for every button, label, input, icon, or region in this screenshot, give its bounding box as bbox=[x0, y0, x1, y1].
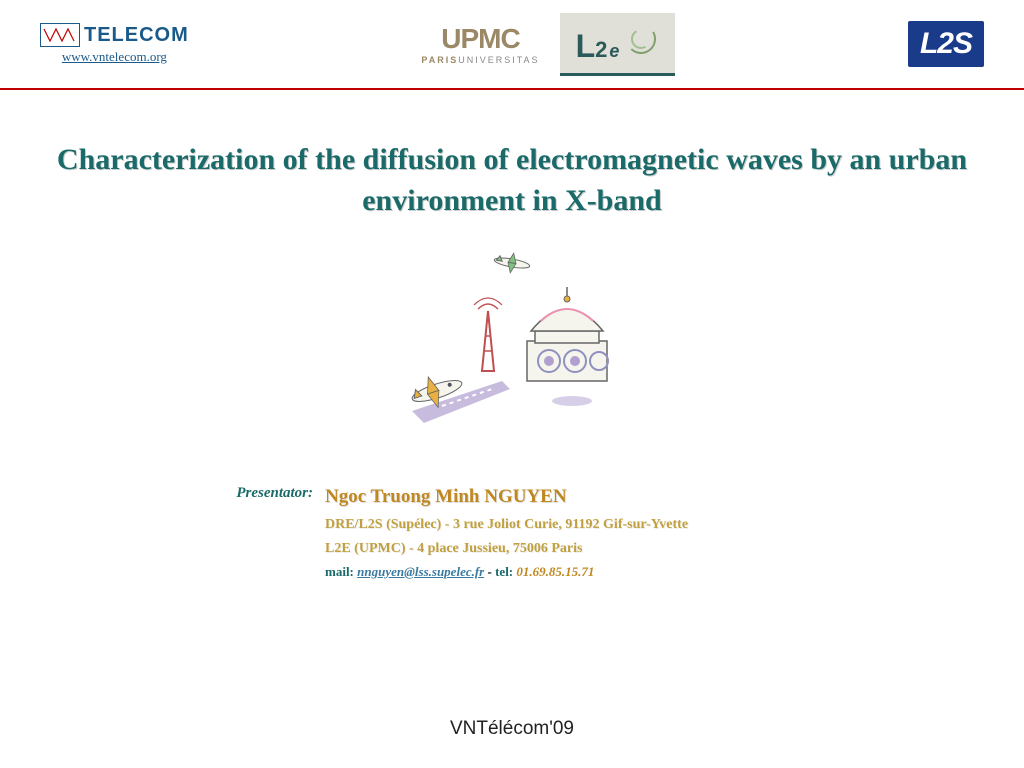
vntelecom-logo: TELECOM bbox=[40, 23, 189, 47]
tel-value: 01.69.85.15.71 bbox=[516, 564, 594, 579]
l2s-logo: L2S bbox=[908, 21, 984, 67]
presenter-info-block: Presentator: Ngoc Truong Minh NGUYEN DRE… bbox=[190, 481, 1024, 583]
center-logos: UPMC PARISUNIVERSITAS L 2 e bbox=[421, 13, 675, 76]
slide-title: Characterization of the diffusion of ele… bbox=[0, 140, 1024, 221]
l2e-digit-2: 2 bbox=[595, 37, 607, 63]
l2e-logo: L 2 e bbox=[560, 13, 676, 76]
contact-line: mail: nnguyen@lss.supelec.fr - tel: 01.6… bbox=[325, 561, 594, 583]
l2e-letter-l: L bbox=[576, 28, 596, 65]
tel-label: tel: bbox=[495, 564, 513, 579]
affiliation-2: L2E (UPMC) - 4 place Jussieu, 75006 Pari… bbox=[325, 537, 582, 561]
upmc-sub-text: PARISUNIVERSITAS bbox=[421, 55, 539, 65]
l2e-swirl-icon bbox=[623, 21, 659, 57]
l2s-text: L2S bbox=[920, 27, 972, 60]
upmc-main-text: UPMC bbox=[441, 23, 519, 55]
affil-row-2: L2E (UPMC) - 4 place Jussieu, 75006 Pari… bbox=[190, 537, 1024, 561]
presenter-name: Ngoc Truong Minh NGUYEN bbox=[325, 481, 567, 513]
l2e-letter-e: e bbox=[609, 41, 619, 62]
affil-row-1: DRE/L2S (Supélec) - 3 rue Joliot Curie, … bbox=[190, 513, 1024, 537]
vntelecom-wave-icon bbox=[40, 23, 80, 47]
header-bar: TELECOM www.vntelecom.org UPMC PARISUNIV… bbox=[0, 0, 1024, 90]
presenter-row: Presentator: Ngoc Truong Minh NGUYEN bbox=[190, 481, 1024, 513]
mail-link[interactable]: nnguyen@lss.supelec.fr bbox=[357, 564, 484, 579]
contact-sep: - bbox=[488, 564, 496, 579]
footer-text: VNTélécom'09 bbox=[0, 718, 1024, 740]
vntelecom-text: TELECOM bbox=[84, 24, 189, 47]
mail-label: mail: bbox=[325, 564, 354, 579]
contact-row: mail: nnguyen@lss.supelec.fr - tel: 01.6… bbox=[190, 561, 1024, 583]
affiliation-1: DRE/L2S (Supélec) - 3 rue Joliot Curie, … bbox=[325, 513, 688, 537]
upmc-sub-paris: PARIS bbox=[421, 55, 458, 65]
presenter-label: Presentator: bbox=[190, 481, 325, 513]
vntelecom-url-link[interactable]: www.vntelecom.org bbox=[62, 49, 167, 65]
vntelecom-logo-block: TELECOM www.vntelecom.org bbox=[40, 23, 189, 65]
center-illustration bbox=[382, 251, 642, 431]
upmc-logo: UPMC PARISUNIVERSITAS bbox=[421, 23, 539, 65]
upmc-sub-univ: UNIVERSITAS bbox=[458, 55, 539, 65]
